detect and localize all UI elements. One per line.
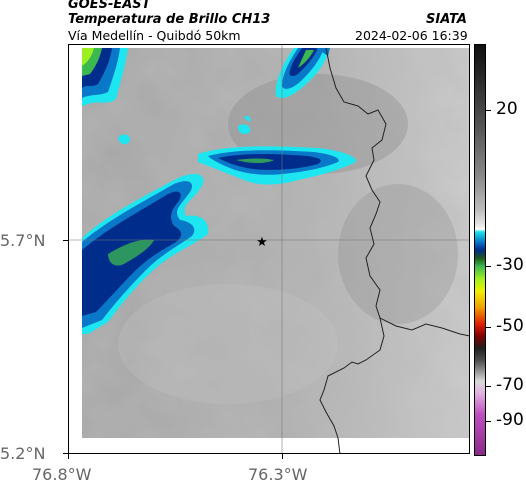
cold-cloud-nw	[82, 48, 128, 106]
cold-cloud-west-band	[82, 173, 209, 334]
cbar-label-m50: -50	[496, 316, 524, 336]
lon-label-2: 76.3°W	[248, 465, 308, 484]
cold-cloud-central	[198, 146, 357, 185]
route-label: Vía Medellín - Quibdó 50km	[68, 28, 241, 43]
cbar-tick-m70	[486, 386, 491, 387]
star-icon: ★	[256, 235, 268, 250]
tick-lat-1	[63, 240, 69, 241]
cold-cloud-n	[275, 48, 330, 99]
cold-cloud-blob-1	[118, 134, 130, 145]
tick-lon-1	[68, 453, 69, 459]
cbar-label-m90: -90	[496, 410, 524, 430]
cold-cloud-blob-2	[238, 124, 251, 134]
timestamp: 2024-02-06 16:39	[355, 28, 468, 43]
product-title: Temperatura de Brillo CH13	[68, 12, 271, 27]
cbar-label-20: 20	[496, 99, 518, 119]
boundary-line-south	[319, 317, 385, 454]
cbar-tick-m30	[486, 266, 491, 267]
lat-label-2: 5.2°N	[0, 444, 46, 463]
colorbar	[474, 44, 486, 456]
satellite-map: ★	[68, 44, 470, 454]
tick-lat-2	[63, 453, 69, 454]
lat-label-1: 5.7°N	[0, 231, 46, 250]
org-label: SIATA	[426, 12, 467, 27]
cbar-label-m30: -30	[496, 255, 524, 275]
tick-lon-2	[282, 453, 283, 459]
boundary-line	[325, 47, 470, 337]
cbar-tick-m90	[486, 421, 491, 422]
satellite-name: GOES-EAST	[68, 0, 151, 12]
cbar-label-m70: -70	[496, 375, 524, 395]
cbar-tick-m50	[486, 327, 491, 328]
cbar-tick-20	[486, 110, 491, 111]
cold-cloud-blob-3	[244, 115, 251, 122]
lon-label-1: 76.8°W	[32, 465, 92, 484]
